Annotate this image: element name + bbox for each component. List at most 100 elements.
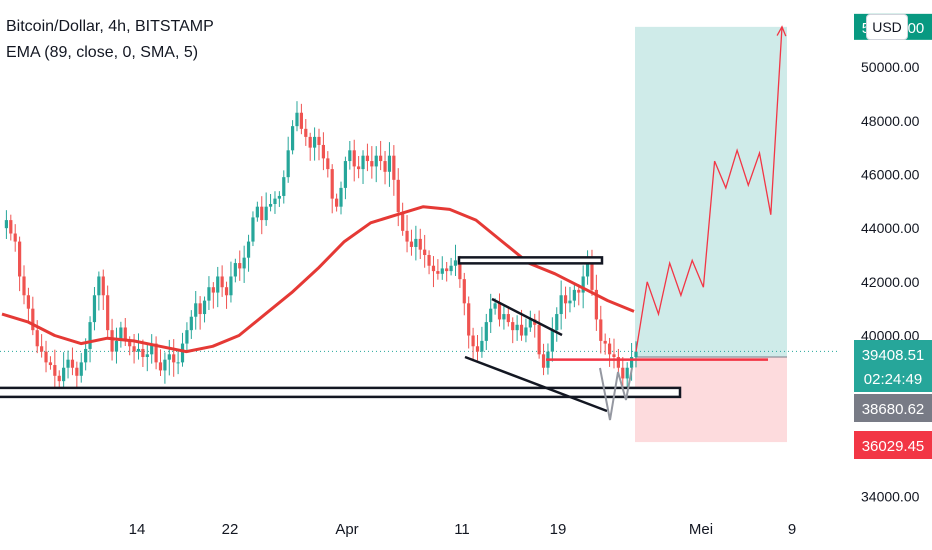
candle-body	[379, 155, 383, 162]
time-tick-label: Apr	[335, 521, 358, 538]
candle	[114, 327, 119, 364]
candle	[246, 234, 251, 272]
candle-body	[374, 155, 378, 167]
candle	[405, 215, 409, 253]
candle	[163, 352, 167, 384]
time-axis[interactable]: 14 22 Apr 11 19 Mei 9	[0, 510, 932, 550]
candle-body	[154, 343, 158, 363]
time-axis-band	[0, 510, 932, 550]
candle	[594, 274, 598, 331]
candle-body	[462, 279, 466, 304]
candle	[462, 272, 466, 316]
candle-body	[568, 300, 572, 304]
candle-body	[277, 195, 281, 199]
candles	[4, 101, 638, 392]
candle	[392, 145, 396, 196]
candle	[62, 352, 66, 388]
candle-body	[541, 354, 546, 368]
candle	[154, 336, 158, 370]
candle	[449, 257, 453, 276]
candle-body	[268, 204, 273, 207]
candle	[533, 313, 537, 338]
candle-body	[497, 303, 502, 320]
upper-trend-line	[491, 297, 563, 337]
price-tick-label: 50000.00	[861, 59, 920, 75]
candle-body	[18, 241, 22, 277]
candle-body	[511, 322, 515, 331]
currency-button[interactable]: USD	[866, 14, 908, 40]
candle	[277, 191, 281, 207]
candle-body	[299, 112, 303, 129]
price-marker-label: 38680.62	[862, 401, 925, 418]
candle-body	[423, 249, 427, 255]
candle-body	[506, 314, 510, 323]
candle-body	[66, 359, 70, 368]
candle	[123, 318, 127, 347]
candle-body	[229, 276, 233, 296]
candle	[88, 316, 92, 363]
candle-body	[158, 362, 163, 371]
candle	[233, 258, 237, 283]
candle	[361, 150, 365, 184]
candle	[502, 305, 506, 330]
price-tick-label: 40000.00	[861, 328, 920, 344]
loss-zone	[635, 357, 787, 443]
candle	[537, 310, 541, 359]
candle	[453, 244, 458, 276]
candle	[497, 293, 502, 327]
candle-body	[599, 319, 603, 341]
price-marker-label: 02:24:49	[864, 371, 922, 388]
projection-path[interactable]	[635, 25, 787, 352]
candle-body	[198, 303, 202, 315]
time-tick-label: 19	[550, 521, 567, 538]
candle	[475, 334, 480, 361]
long-position-tool[interactable]	[635, 26, 787, 443]
candle-body	[524, 327, 528, 336]
projection-line	[635, 26, 783, 352]
candle-body	[295, 112, 299, 127]
candle	[255, 201, 259, 222]
candle	[409, 229, 414, 256]
candle	[427, 250, 431, 275]
candle-body	[321, 144, 326, 159]
candle-body	[136, 348, 141, 352]
candle	[467, 296, 471, 349]
candle-body	[590, 257, 594, 290]
candle	[352, 139, 356, 182]
candle	[40, 334, 44, 358]
candle-body	[352, 150, 356, 167]
candle	[383, 151, 387, 185]
candle	[260, 196, 264, 235]
candle-body	[88, 322, 92, 349]
candle	[242, 245, 246, 283]
candle-body	[44, 351, 48, 363]
candle-body	[480, 340, 484, 352]
candle	[220, 265, 224, 297]
candle	[106, 285, 110, 338]
price-axis[interactable]: 34000.00 40000.00 42000.00 44000.00 46000.00…	[861, 59, 920, 504]
candle	[79, 352, 83, 383]
candle	[550, 317, 554, 362]
candle	[489, 293, 493, 333]
drawings[interactable]	[0, 256, 768, 421]
candle	[66, 350, 70, 379]
symbol-title[interactable]: Bitcoin/Dollar, 4h, BITSTAMP	[6, 18, 214, 35]
candle-body	[308, 136, 312, 148]
candle	[621, 356, 625, 390]
candle	[264, 192, 268, 226]
candle	[18, 236, 22, 292]
candle-body	[97, 276, 101, 296]
candle-body	[431, 265, 436, 272]
candle	[335, 193, 339, 212]
candle-body	[238, 263, 242, 269]
candle	[150, 334, 154, 364]
candle-body	[207, 287, 211, 301]
candle	[396, 168, 400, 227]
price-tick-label: 34000.00	[861, 489, 920, 505]
candle-body	[141, 348, 145, 357]
candle-body	[440, 268, 444, 274]
candle	[48, 356, 53, 370]
indicator-label[interactable]: EMA (89, close, 0, SMA, 5)	[6, 44, 199, 61]
candle	[423, 234, 427, 268]
